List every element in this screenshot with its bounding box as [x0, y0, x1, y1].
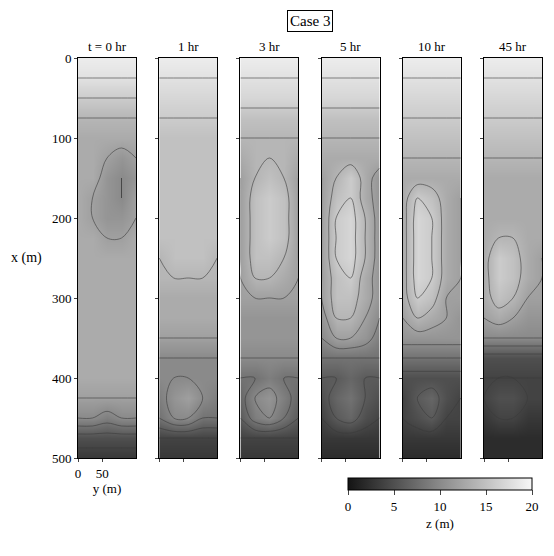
svg-text:0: 0: [65, 51, 72, 66]
svg-text:20: 20: [526, 499, 539, 514]
svg-text:300: 300: [52, 291, 72, 306]
svg-text:t = 0 hr: t = 0 hr: [88, 39, 127, 54]
svg-text:100: 100: [52, 131, 72, 146]
svg-text:z (m): z (m): [426, 516, 454, 531]
svg-text:15: 15: [480, 499, 493, 514]
svg-text:3 hr: 3 hr: [259, 39, 280, 54]
svg-text:200: 200: [52, 211, 72, 226]
svg-text:10: 10: [434, 499, 447, 514]
svg-text:Case 3: Case 3: [290, 13, 330, 29]
svg-text:400: 400: [52, 371, 72, 386]
svg-text:0: 0: [75, 466, 82, 481]
svg-text:5 hr: 5 hr: [340, 39, 361, 54]
svg-text:0: 0: [345, 499, 352, 514]
svg-text:5: 5: [391, 499, 398, 514]
svg-text:x (m): x (m): [11, 250, 42, 266]
svg-text:50: 50: [96, 466, 109, 481]
svg-text:500: 500: [52, 451, 72, 466]
svg-text:1 hr: 1 hr: [178, 39, 199, 54]
svg-text:10 hr: 10 hr: [418, 39, 446, 54]
svg-text:y (m): y (m): [93, 481, 122, 496]
svg-text:45 hr: 45 hr: [499, 39, 527, 54]
